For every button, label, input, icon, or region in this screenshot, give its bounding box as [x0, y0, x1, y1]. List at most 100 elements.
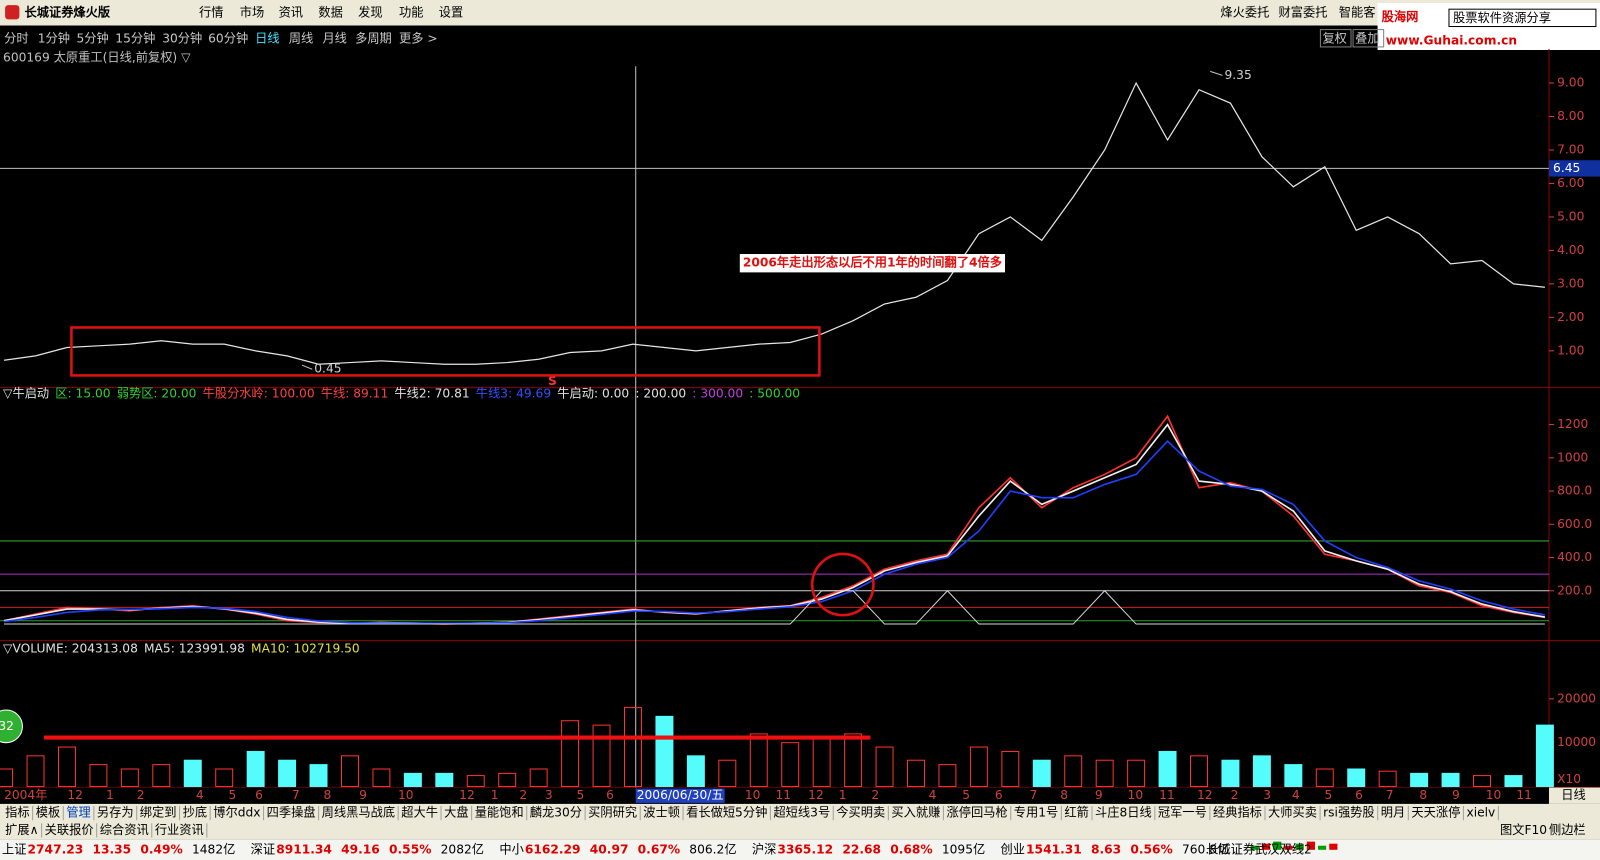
menu-item[interactable]: 行情 [199, 6, 223, 20]
status-change: 40.97 [590, 842, 629, 856]
menu-item[interactable]: 财富委托 [1279, 5, 1328, 20]
menu-item[interactable]: 功能 [399, 6, 423, 20]
period-button[interactable]: 多周期 [355, 31, 392, 45]
indicator-tab[interactable]: 斗庄8日线 [1095, 805, 1152, 820]
period-button[interactable]: 60分钟 [208, 30, 248, 45]
indicator-tab[interactable]: 管理 [66, 805, 90, 820]
volume-bar [466, 775, 485, 788]
menu-item[interactable]: 烽火委托 [1220, 6, 1269, 20]
legend-item: 牛线3: 49.69 [476, 385, 551, 400]
volume-bar [120, 768, 139, 788]
date-label: 4 [196, 788, 204, 802]
high-marker [1210, 70, 1223, 76]
y-tick-label: 6.00 [1557, 176, 1584, 190]
indicator-tab[interactable]: 超大牛 [401, 805, 438, 820]
status-name: 上证 [2, 842, 26, 856]
info-tab[interactable]: 扩展∧ [5, 823, 38, 837]
date-label: 11 [776, 788, 792, 802]
period-button[interactable]: 1分钟 [38, 30, 70, 45]
y-tick-label: 1.00 [1557, 343, 1584, 357]
volume-bar [183, 759, 202, 788]
indicator-tab[interactable]: 波士顿 [643, 806, 680, 820]
period-button[interactable]: 15分钟 [115, 30, 155, 45]
tool-button[interactable]: 复权 [1322, 31, 1346, 45]
indicator-tab[interactable]: 另存为 [97, 806, 134, 820]
indicator-tab[interactable]: 专用1号 [1014, 805, 1059, 820]
tool-box [1319, 29, 1352, 48]
volume-bar [812, 737, 831, 788]
indicator-tab[interactable]: 涨停回马枪 [946, 805, 1007, 820]
indicator-tab[interactable]: 冠军一号 [1158, 806, 1207, 820]
date-label: 7 [1386, 788, 1394, 802]
date-label: 2 [871, 788, 879, 802]
period-button[interactable]: 分时 [4, 31, 28, 45]
indicator-tab[interactable]: 看长做短5分钟 [686, 805, 767, 820]
volume-bar [749, 733, 768, 788]
menu-item[interactable]: 设置 [439, 6, 463, 20]
indicator-line [3, 440, 1546, 625]
info-tab[interactable]: 关联报价 [45, 822, 94, 837]
period-button[interactable]: 月线 [322, 31, 346, 45]
period-label: 日线 [1561, 788, 1585, 802]
status-pct: 0.49% [140, 842, 182, 856]
volume-bar [529, 768, 548, 788]
side-tab[interactable]: 侧边栏 [1549, 822, 1586, 837]
indicator-tab[interactable]: 绑定到 [140, 805, 177, 820]
indicator-tab[interactable]: 经典指标 [1213, 805, 1262, 820]
volume-bar [969, 746, 988, 788]
y-tick-label: 800.0 [1557, 484, 1592, 498]
indicator-tab[interactable]: rsi强势股 [1323, 806, 1375, 820]
info-tab[interactable]: 行业资讯 [155, 823, 204, 837]
indicator-tab[interactable]: 买入就赚 [891, 805, 940, 820]
indicator-tab[interactable]: xielv [1466, 806, 1495, 820]
volume-bar [1504, 775, 1523, 788]
indicator-tab[interactable]: 模板 [36, 806, 60, 820]
chart-title: 600169 太原重工(日线,前复权) ▽ [3, 50, 191, 65]
highlight-box [70, 326, 821, 377]
period-button[interactable]: 5分钟 [77, 30, 109, 45]
volume-bar [1221, 759, 1240, 788]
menu-item[interactable]: 市场 [240, 5, 264, 20]
period-button[interactable]: 30分钟 [162, 30, 202, 45]
indicator-tab[interactable]: 天天涨停 [1411, 805, 1460, 820]
indicator-tab[interactable]: 超短线3号 [773, 805, 830, 820]
mini-bar [1250, 845, 1259, 850]
indicator-tab[interactable]: 四季操盘 [267, 805, 316, 820]
indicator-tab[interactable]: 明月 [1381, 806, 1405, 820]
mini-bar [1273, 841, 1282, 850]
broker: 长城证券武汉双线2 [1206, 841, 1312, 856]
indicator-tab[interactable]: 抄底 [183, 805, 207, 820]
indicator-tab[interactable]: 周线黑马战底 [322, 805, 395, 820]
period-button[interactable]: 日线 [255, 31, 279, 45]
volume-bar [0, 768, 14, 788]
status-amount: 806.2亿 [689, 841, 736, 856]
indicator-tab[interactable]: 指标 [5, 805, 29, 820]
info-tab[interactable]: 综合资讯 [100, 822, 149, 837]
volume-bar [844, 733, 863, 788]
volume-bar [1315, 768, 1334, 788]
menu-item[interactable]: 智能客 [1339, 5, 1376, 20]
period-button[interactable]: 周线 [289, 31, 313, 45]
menu-item[interactable]: 数据 [318, 5, 342, 20]
indicator-tab[interactable]: 量能饱和 [475, 805, 524, 820]
indicator-tab[interactable]: 红箭 [1064, 805, 1088, 820]
indicator-tab[interactable]: 大师买卖 [1268, 806, 1317, 820]
menu-item[interactable]: 发现 [358, 5, 382, 20]
indicator-tab[interactable]: 麟龙30分 [530, 805, 582, 820]
tool-button[interactable]: 叠加 [1355, 31, 1379, 45]
volume-bar [938, 764, 957, 788]
app-title: 长城证券烽火版 [24, 5, 110, 20]
indicator-tab[interactable]: 今买明卖 [836, 805, 885, 820]
legend-item: 牛线2: 70.81 [394, 385, 469, 400]
y-tick-label: 9.00 [1557, 76, 1584, 90]
volume-bar [57, 746, 76, 788]
side-tab[interactable]: 图文F10 [1500, 822, 1547, 837]
volume-bar [278, 759, 297, 788]
indicator-tab[interactable]: 买阴研究 [588, 805, 637, 820]
period-button[interactable]: 更多 > [399, 31, 438, 45]
menu-item[interactable]: 资讯 [279, 6, 303, 20]
indicator-tab[interactable]: 大盘 [444, 805, 468, 820]
status-price: 8911.34 [276, 842, 332, 856]
highlight-circle [810, 552, 875, 617]
indicator-tab[interactable]: 博尔ddx [213, 805, 260, 820]
